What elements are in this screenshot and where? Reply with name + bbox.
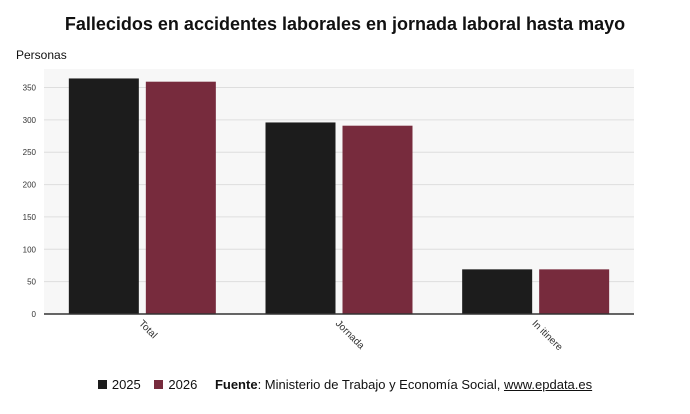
chart-footer: 2025 2026 Fuente: Ministerio de Trabajo … <box>0 377 690 392</box>
legend-item-2025[interactable]: 2025 <box>97 377 141 392</box>
bar-2026-jornada <box>342 125 413 314</box>
chart-title: Fallecidos en accidentes laborales en jo… <box>64 14 626 34</box>
bar-2025-in-itinere <box>462 269 533 314</box>
y-tick-label-250: 250 <box>23 148 37 157</box>
x-tick-label-in-itinere: In itinere <box>530 318 565 353</box>
legend-swatch-2026 <box>154 380 164 389</box>
bar-2026-in-itinere <box>539 269 610 314</box>
legend-swatch-2025 <box>97 380 107 389</box>
bar-2026-total <box>145 81 216 314</box>
y-axis-label: Personas <box>16 48 67 62</box>
y-tick-label-350: 350 <box>23 84 37 93</box>
plot-background <box>44 69 634 314</box>
legend-label-2026: 2026 <box>168 377 198 392</box>
y-tick-label-150: 150 <box>23 213 37 222</box>
y-tick-label-300: 300 <box>23 116 37 125</box>
source-link[interactable]: www.epdata.es <box>503 377 593 392</box>
legend-label-2025: 2025 <box>111 377 141 392</box>
y-tick-label-100: 100 <box>23 245 37 254</box>
x-tick-label-jornada: Jornada <box>333 318 367 352</box>
x-tick-label-total: Total <box>136 318 159 341</box>
source-label: Fuente <box>214 377 258 392</box>
bar-2025-jornada <box>265 122 336 314</box>
y-tick-label-0: 0 <box>32 310 37 319</box>
y-tick-label-200: 200 <box>23 181 37 190</box>
legend-item-2026[interactable]: 2026 <box>154 377 197 392</box>
bar-2025-total <box>68 78 139 314</box>
source-note: Fuente: Ministerio de Trabajo y Economía… <box>215 377 592 392</box>
source-text: : Ministerio de Trabajo y Economía Socia… <box>257 377 501 392</box>
y-tick-label-50: 50 <box>27 278 36 287</box>
